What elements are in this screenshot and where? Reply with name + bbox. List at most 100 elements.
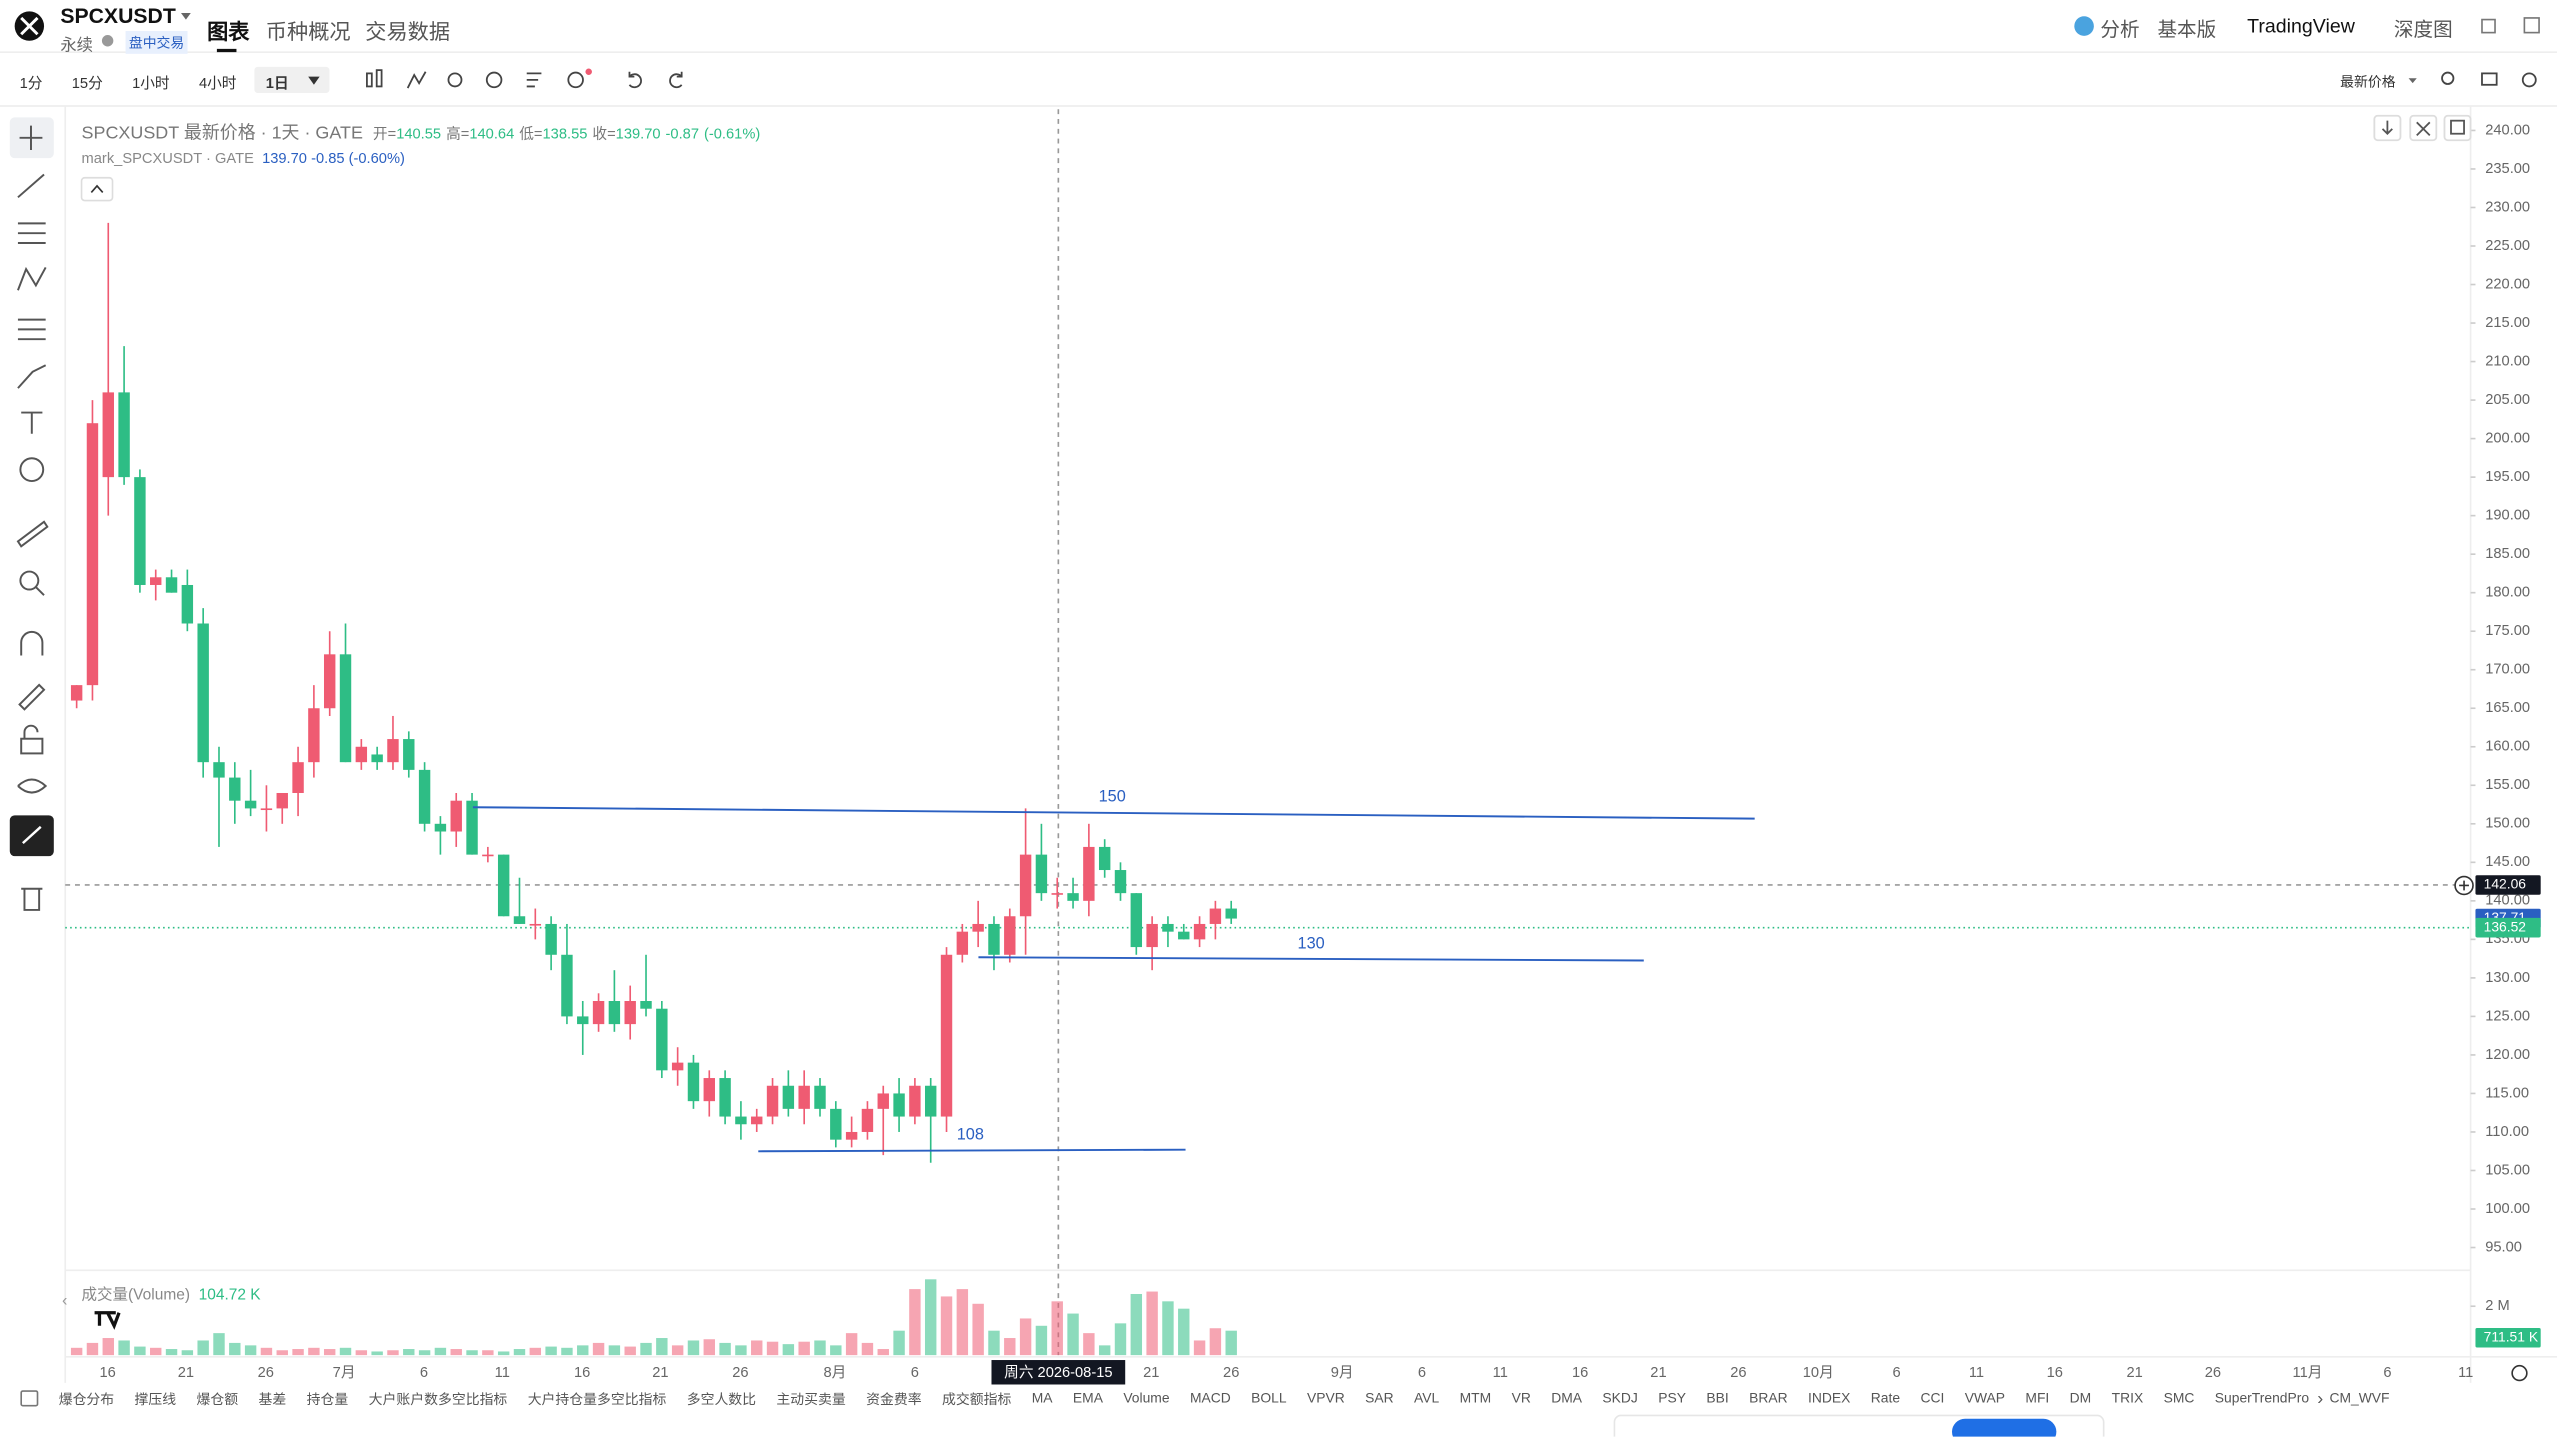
indicator-tab[interactable]: MFI [2025, 1389, 2050, 1406]
candle-body [577, 1016, 589, 1025]
indicator-tab[interactable]: SAR [1365, 1389, 1394, 1406]
calendar-icon[interactable] [20, 1390, 39, 1407]
x-tick-label: 26 [1730, 1365, 1746, 1381]
candle-body [703, 1078, 715, 1102]
interval[interactable]: 4小时 [198, 75, 237, 92]
indicator-tab[interactable]: VR [1511, 1389, 1531, 1406]
expand-icon[interactable] [2481, 18, 2496, 34]
collapse-button[interactable] [80, 176, 114, 202]
indicator-tab[interactable]: BBI [1706, 1389, 1729, 1406]
indicator-tab[interactable]: BRAR [1749, 1389, 1788, 1406]
indicator-tab[interactable]: CM_WVF [2329, 1389, 2390, 1406]
menu-item[interactable]: 基本版 [2157, 17, 2217, 41]
volume-bar [751, 1340, 763, 1356]
indicator-tab[interactable]: 撑压线 [134, 1391, 177, 1408]
legend-value: 140.55 [396, 125, 442, 142]
x-tick-label: 26 [732, 1365, 748, 1381]
indicator-tab[interactable]: SMC [2163, 1389, 2195, 1406]
volume-bar [988, 1330, 1000, 1356]
indicator-tab[interactable]: EMA [1072, 1389, 1103, 1406]
candle-body [545, 923, 557, 955]
y-tick-label: 120.00 [2485, 1047, 2530, 1063]
toolbar-icons[interactable] [366, 69, 2537, 89]
candle-body [1114, 870, 1127, 894]
badge-dot [585, 68, 592, 76]
indicator-tab[interactable]: DM [2069, 1389, 2092, 1406]
session-badge: 盘中交易 [125, 30, 188, 54]
volume-bar [1162, 1301, 1174, 1356]
indicator-tab[interactable]: SuperTrendPro [2214, 1389, 2310, 1406]
indicator-tab[interactable]: 资金费率 [866, 1391, 922, 1408]
interval[interactable]: 1小时 [132, 75, 170, 92]
menu-item[interactable]: 深度图 [2393, 17, 2453, 41]
interval[interactable]: 15分 [71, 75, 103, 92]
candle-body [719, 1078, 731, 1117]
plot-area: 240.00 235.00 230.00 225.00 220.00 215.00 210.… [65, 109, 2530, 1356]
settings-icon[interactable] [2511, 1364, 2528, 1382]
indicator-tab[interactable]: 成交额指标 [942, 1391, 1012, 1408]
indicator-tab[interactable]: SKDJ [1602, 1389, 1638, 1406]
indicator-tab[interactable]: VWAP [1964, 1389, 2006, 1406]
indicator-tab[interactable]: 基差 [258, 1391, 287, 1408]
indicator-tab[interactable]: Volume [1123, 1389, 1170, 1406]
indicator-tab[interactable]: 大户持仓量多空比指标 [527, 1391, 667, 1408]
menu-item[interactable]: TradingView [2247, 14, 2355, 38]
volume-bar [545, 1346, 557, 1356]
indicator-tab[interactable]: 多空人数比 [686, 1391, 757, 1408]
trend-line[interactable] [978, 956, 1644, 962]
volume-value: 104.72 K [198, 1286, 261, 1305]
volume-bar [450, 1349, 462, 1356]
x-tick-label: 11 [1493, 1365, 1508, 1381]
price-type[interactable]: 最新价格 [2340, 73, 2396, 90]
symbol[interactable]: SPCXUSDT [60, 3, 176, 28]
candle-body [482, 854, 494, 857]
volume-bar [940, 1296, 953, 1356]
indicator-tab[interactable]: VPVR [1307, 1389, 1345, 1406]
x-tick-label: 11 [2458, 1365, 2473, 1381]
indicator-tab[interactable]: INDEX [1808, 1389, 1851, 1406]
indicator-tab[interactable]: AVL [1414, 1389, 1440, 1406]
trend-line[interactable] [472, 806, 1755, 820]
indicator-tab[interactable]: 爆仓分布 [58, 1391, 115, 1408]
scroll-right[interactable]: › [2317, 1388, 2323, 1408]
pane-icons[interactable] [2373, 114, 2472, 142]
indicator-tab[interactable]: TRIX [2111, 1389, 2144, 1406]
trend-line[interactable] [758, 1148, 1186, 1153]
tab[interactable]: 交易数据 [365, 19, 451, 45]
indicator-tab[interactable]: Rate [1870, 1389, 1901, 1406]
indicator-tab[interactable]: 爆仓额 [196, 1391, 239, 1408]
interval[interactable]: 1分 [19, 75, 43, 92]
window-icon[interactable] [2523, 17, 2540, 34]
scroll-left[interactable]: ‹ [62, 1292, 67, 1310]
indicator-tab[interactable]: MACD [1189, 1389, 1231, 1406]
indicator-tab[interactable]: PSY [1658, 1389, 1686, 1406]
tab[interactable]: 币种概况 [265, 19, 351, 45]
legend-value: 138.55 [542, 125, 588, 142]
tab[interactable]: 图表 [207, 19, 250, 45]
indicator-tab[interactable]: MA [1031, 1389, 1053, 1406]
interval[interactable]: 1日 [265, 75, 289, 92]
x-tick-label: 16 [1572, 1365, 1588, 1381]
x-tick-label: 6 [420, 1365, 428, 1381]
indicator-tab[interactable]: DMA [1551, 1389, 1583, 1406]
indicator-tab[interactable]: 大户账户数多空比指标 [368, 1391, 508, 1408]
indicator-tab[interactable]: CCI [1920, 1389, 1945, 1406]
candle-body [1225, 908, 1237, 919]
candle-body [877, 1093, 889, 1109]
indicator-tab[interactable]: 主动买卖量 [776, 1391, 846, 1408]
popup-button[interactable] [1951, 1418, 2057, 1437]
candle-body [1004, 916, 1016, 955]
add-alert-plus [2459, 880, 2469, 891]
menu-item[interactable]: 分析 [2100, 17, 2140, 41]
volume-bar [656, 1338, 668, 1356]
indicator-tab[interactable]: MTM [1459, 1389, 1492, 1406]
candle-body [118, 392, 130, 478]
y-tick-label: 215.00 [2485, 315, 2530, 331]
candle-body [909, 1085, 921, 1117]
indicator-tab[interactable]: BOLL [1251, 1389, 1287, 1406]
info-icon[interactable] [101, 35, 114, 47]
volume-bar [687, 1340, 700, 1356]
indicator-tab[interactable]: 持仓量 [306, 1391, 349, 1408]
drawing-tools[interactable] [9, 117, 54, 911]
